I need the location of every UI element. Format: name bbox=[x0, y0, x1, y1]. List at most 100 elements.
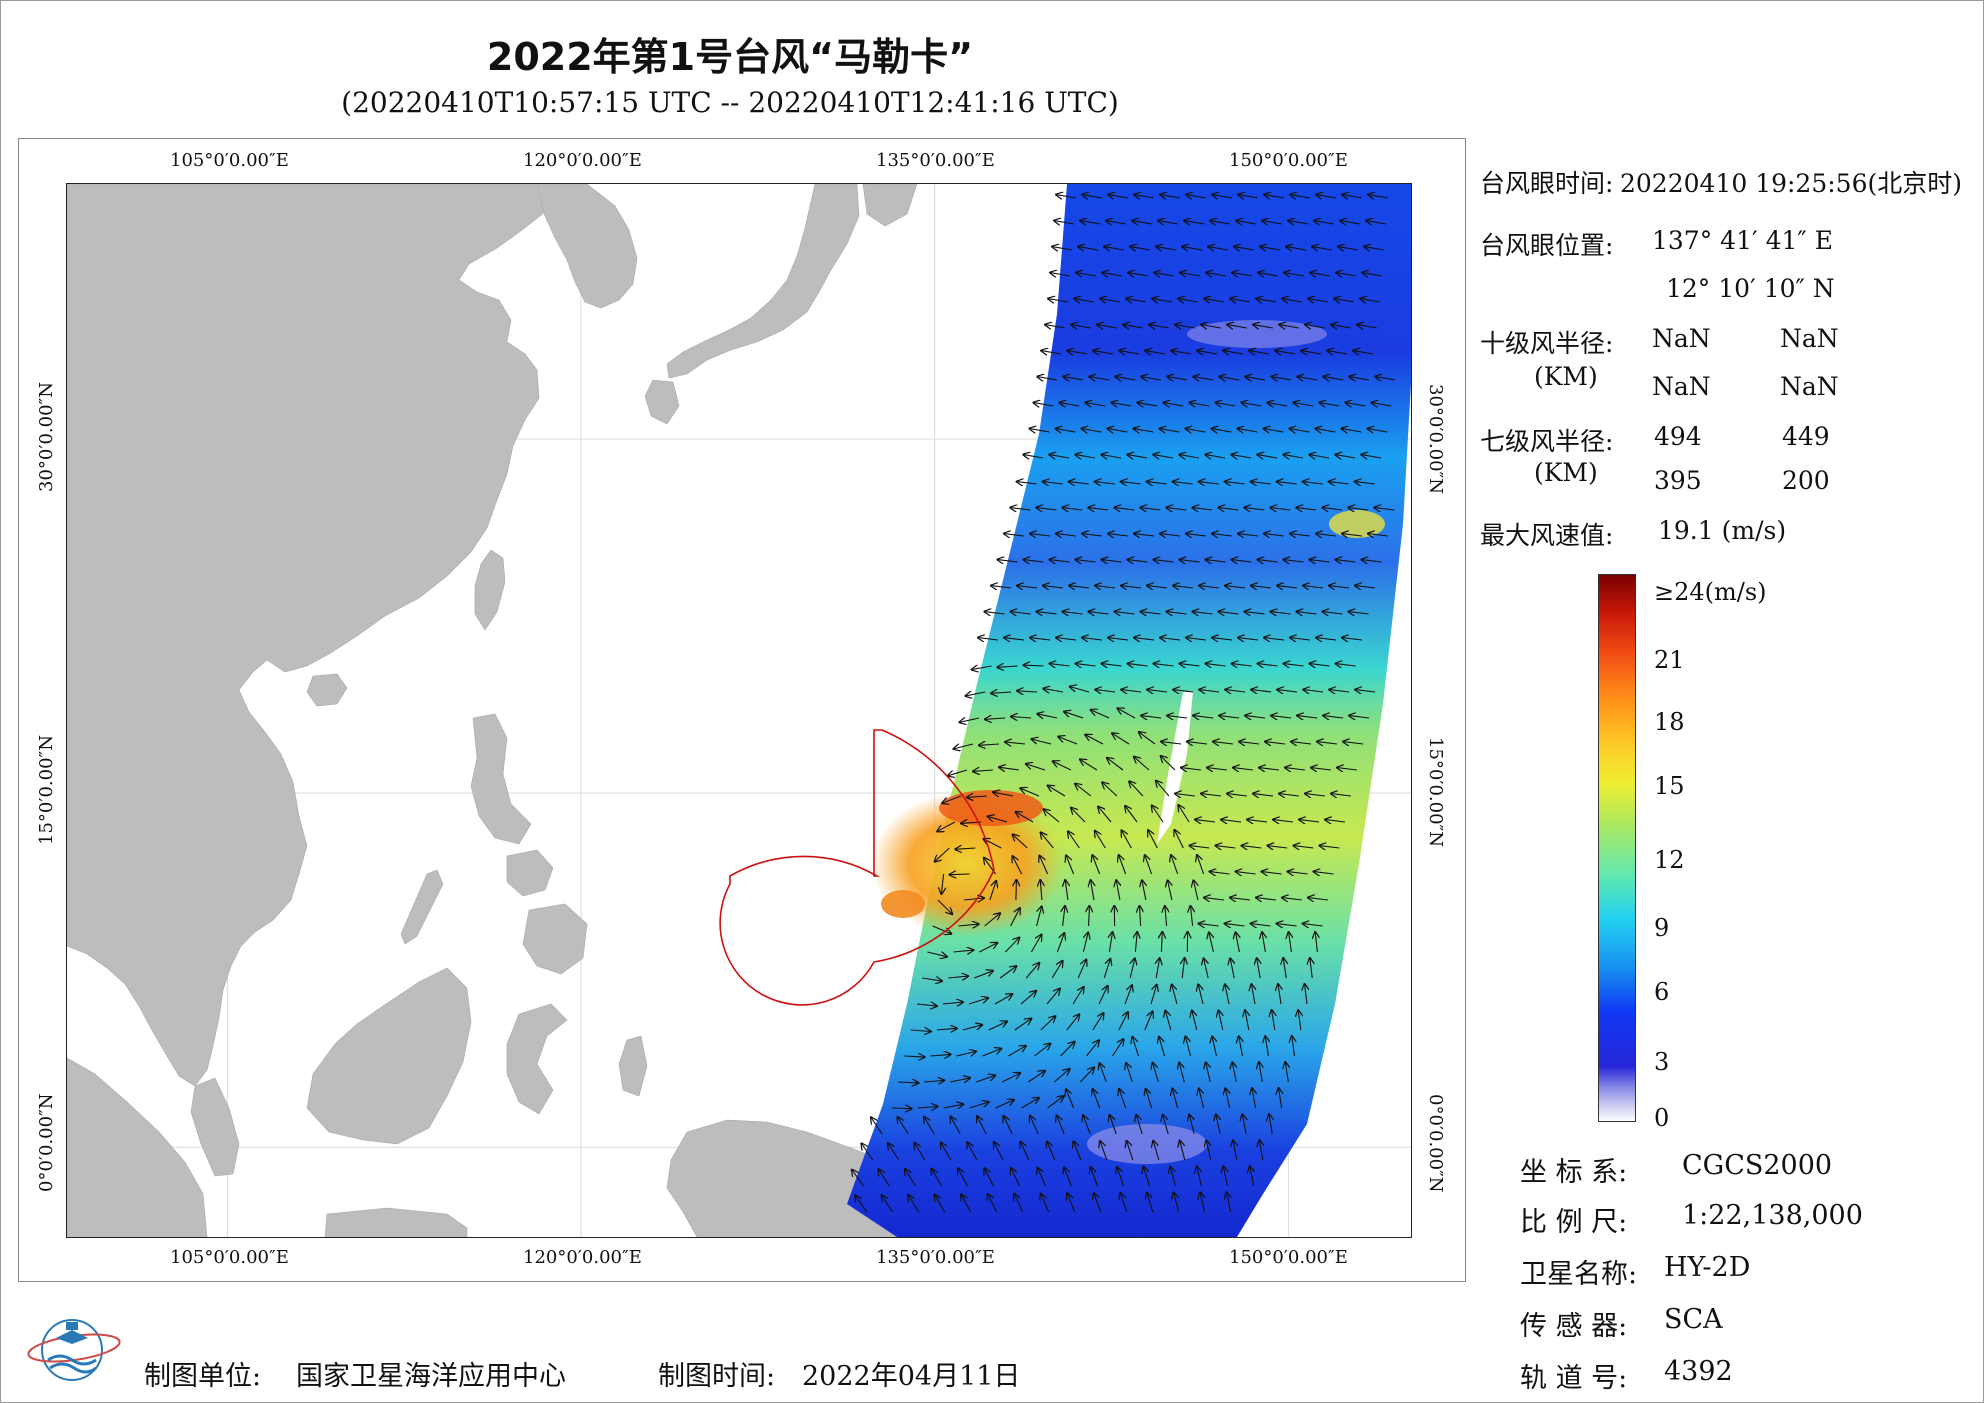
wind-arrow bbox=[1044, 809, 1060, 823]
wind-arrow bbox=[1167, 716, 1188, 718]
wind-arrow bbox=[1251, 690, 1272, 692]
scale-value: 1:22,138,000 bbox=[1682, 1200, 1863, 1231]
wind-arrow bbox=[988, 1194, 998, 1213]
wind-arrow bbox=[1238, 638, 1259, 640]
orbit-value: 4392 bbox=[1664, 1356, 1733, 1387]
wind-arrow bbox=[1340, 221, 1360, 224]
wind-arrow bbox=[956, 1051, 977, 1056]
wind-arrow bbox=[942, 1002, 963, 1004]
wind-arrow bbox=[1259, 1140, 1262, 1161]
wind-arrow bbox=[1156, 958, 1159, 979]
wind-arrow bbox=[1251, 586, 1272, 588]
wind-arrow bbox=[1080, 221, 1100, 224]
wind-arrow bbox=[1050, 560, 1070, 562]
wind-vectors bbox=[852, 195, 1396, 1213]
wind-arrow bbox=[1355, 690, 1376, 692]
wind-arrow bbox=[1271, 377, 1292, 380]
wind-arrow bbox=[1320, 846, 1340, 848]
wind-arrow bbox=[1154, 560, 1174, 562]
wind-arrow bbox=[1305, 794, 1325, 796]
wind-arrow bbox=[1034, 1044, 1051, 1057]
wind-arrow bbox=[948, 769, 968, 776]
wind-arrow bbox=[1256, 299, 1276, 302]
maker-label: 制图单位: bbox=[144, 1361, 262, 1392]
eye-latitude: 12° 10′ 10″ N bbox=[1666, 274, 1835, 303]
wind-arrow bbox=[1047, 1142, 1056, 1161]
wind-arrow bbox=[1147, 482, 1167, 484]
wind-arrow bbox=[1102, 664, 1122, 666]
wind-arrow bbox=[1258, 560, 1278, 562]
lat-label-right-30: 30°0′0.00″N bbox=[1425, 384, 1446, 494]
wind-arrow bbox=[1233, 1140, 1237, 1161]
land-japan bbox=[666, 184, 860, 379]
map-outer-frame bbox=[18, 138, 1466, 1282]
wind-arrow bbox=[1206, 560, 1226, 562]
wind-arrow bbox=[1066, 1014, 1080, 1031]
wind-arrow bbox=[1021, 1098, 1039, 1109]
wind-arrow bbox=[1083, 1115, 1091, 1135]
wind-arrow bbox=[1134, 757, 1150, 771]
wind-arrow bbox=[1067, 1193, 1076, 1213]
wind-arrow bbox=[1291, 742, 1312, 744]
wind-arrow bbox=[1049, 455, 1070, 458]
wind-arrow bbox=[1251, 482, 1271, 484]
wind-arrow bbox=[1153, 455, 1174, 458]
wind-arrow bbox=[1308, 299, 1328, 302]
land-korea bbox=[536, 184, 638, 309]
wind-arrow bbox=[1336, 664, 1356, 666]
wind-arrow bbox=[1236, 932, 1240, 953]
wind-arrow bbox=[1258, 664, 1278, 666]
wind-arrow bbox=[1192, 508, 1213, 510]
lon-label-top-150: 150°0′0.00″E bbox=[1229, 150, 1348, 171]
wind-arrow bbox=[1192, 1011, 1198, 1031]
colorbar-tick-6: 6 bbox=[1654, 978, 1670, 1006]
wind-arrow bbox=[1320, 403, 1340, 406]
wind-arrow bbox=[1093, 1089, 1101, 1109]
wind-arrow bbox=[1017, 482, 1037, 484]
wind-arrow bbox=[1191, 906, 1193, 927]
wind-arrow bbox=[1245, 716, 1266, 718]
wind-arrow bbox=[1074, 299, 1094, 302]
wind-arrow bbox=[1232, 273, 1252, 276]
wind-arrow bbox=[1204, 299, 1224, 302]
wind-arrow bbox=[1180, 1141, 1186, 1161]
wind-arrow bbox=[1264, 534, 1284, 536]
wind-arrow bbox=[1056, 638, 1077, 640]
wind-arrow bbox=[978, 638, 999, 640]
wind-arrow bbox=[1315, 932, 1317, 953]
wind-arrow bbox=[1236, 221, 1256, 224]
wind-arrow bbox=[1060, 403, 1080, 406]
wind-arrow bbox=[1265, 742, 1286, 744]
wind-arrow bbox=[1182, 958, 1184, 979]
wind-arrow bbox=[1275, 351, 1296, 354]
wind-arrow bbox=[1148, 830, 1158, 849]
wind-arrow bbox=[1252, 1088, 1256, 1109]
wind-arrow bbox=[1264, 195, 1284, 198]
wind-arrow bbox=[1179, 1063, 1185, 1083]
wind-arrow bbox=[1095, 690, 1116, 692]
wind-arrow bbox=[1147, 586, 1168, 588]
wind-arrow bbox=[1173, 482, 1193, 484]
sensor-value: SCA bbox=[1664, 1304, 1723, 1335]
wind-arrow bbox=[1310, 958, 1312, 979]
wind-arrow bbox=[1303, 586, 1324, 588]
wind-arrow bbox=[1020, 991, 1036, 1005]
wind-arrow bbox=[1334, 299, 1354, 302]
wind-arrow bbox=[1268, 846, 1288, 848]
wind-arrow bbox=[1077, 960, 1086, 979]
wind-arrow bbox=[1027, 1071, 1045, 1083]
map-canvas[interactable] bbox=[66, 183, 1412, 1238]
map-title: 2022年第1号台风“马勒卡” bbox=[486, 35, 974, 79]
wind-arrow bbox=[1108, 429, 1128, 432]
wind-arrow bbox=[1036, 508, 1057, 510]
wind-arrow bbox=[1097, 325, 1117, 328]
wind-arrow bbox=[1257, 455, 1278, 458]
wind-arrow bbox=[1127, 455, 1148, 458]
wind-arrow bbox=[1233, 768, 1253, 770]
wind-arrow bbox=[1256, 898, 1276, 900]
wind-arrow bbox=[1160, 429, 1180, 432]
wind-arrow bbox=[1205, 455, 1226, 458]
wind-arrow bbox=[1004, 1116, 1013, 1135]
wind-arrow bbox=[1023, 455, 1044, 458]
wind-arrow bbox=[1010, 908, 1020, 927]
